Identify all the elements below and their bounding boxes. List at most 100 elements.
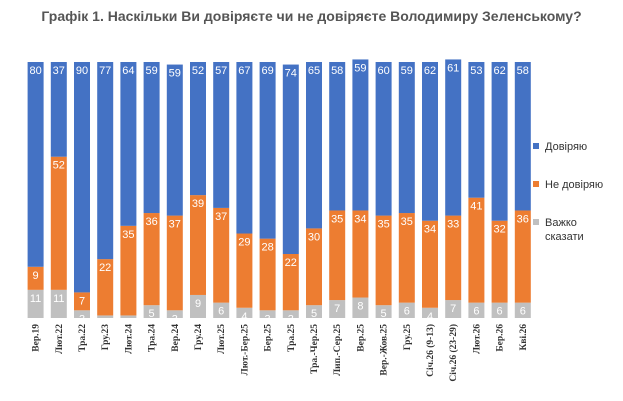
category-label: Лют.-Бер.25: [240, 324, 250, 376]
bar-segment: [329, 62, 346, 211]
data-label: 22: [99, 262, 111, 274]
data-label: 52: [53, 160, 65, 172]
bar-segment: [329, 210, 346, 301]
data-label: 3: [288, 313, 294, 325]
category-label: Вер.19: [32, 324, 42, 352]
bar-segment: [120, 315, 137, 318]
bar-segment: [213, 62, 230, 208]
data-label: 8: [357, 301, 363, 313]
bar-segment: [236, 233, 253, 308]
data-label: 36: [145, 216, 157, 228]
category-label: Лип.-Сер.25: [333, 324, 343, 376]
bar-segment: [375, 215, 392, 306]
data-label: 5: [311, 308, 317, 320]
data-label: 7: [334, 303, 340, 315]
data-label: 5: [149, 308, 155, 320]
bar-segment: [213, 207, 230, 303]
bar-segment: [190, 195, 206, 295]
category-label: Бер.26: [496, 324, 506, 352]
bar-segment: [375, 62, 392, 216]
data-label: 33: [447, 219, 459, 231]
bar-segment: [50, 62, 67, 157]
bar-segment: [27, 62, 44, 267]
data-label: 1: [125, 318, 131, 330]
data-label: 53: [470, 65, 482, 77]
data-label: 34: [354, 213, 366, 225]
legend-swatch: [533, 219, 539, 225]
category-label: Вер.24: [171, 324, 181, 352]
bar-segment: [445, 215, 462, 301]
category-label: Гру.25: [403, 324, 413, 351]
bar-segment: [445, 59, 462, 216]
bar-segment: [74, 292, 90, 311]
bar-segment: [514, 210, 531, 303]
bar-segment: [514, 62, 531, 211]
bar-segment: [50, 156, 67, 290]
data-label: 4: [241, 311, 247, 323]
bar-segment: [329, 300, 346, 318]
bar-segment: [27, 266, 44, 290]
category-label: Лют.24: [124, 324, 134, 354]
data-label: 3: [79, 313, 85, 325]
data-label: 3: [265, 313, 271, 325]
bar-segment: [422, 62, 438, 221]
data-label: 5: [381, 308, 387, 320]
bar-segment: [306, 305, 322, 318]
bar-segment: [468, 302, 485, 318]
data-label: 22: [285, 257, 297, 269]
bar-segment: [143, 305, 160, 318]
category-label: Тра.24: [148, 324, 158, 352]
bar-segment: [166, 64, 183, 216]
legend-label: Важко сказати: [545, 217, 584, 243]
category-label: Тра.-Чер.25: [310, 324, 320, 374]
bar-segment: [74, 62, 90, 293]
data-label: 61: [447, 62, 459, 74]
data-label: 37: [53, 65, 65, 77]
data-label: 35: [377, 219, 389, 231]
bar-segment: [236, 307, 253, 318]
data-label: 37: [215, 211, 227, 223]
bar-segment: [491, 302, 508, 318]
data-label: 6: [473, 306, 479, 318]
bar-segment: [97, 315, 114, 318]
category-label: Вер.25: [356, 324, 366, 352]
bar-segment: [491, 62, 508, 221]
data-label: 3: [172, 313, 178, 325]
category-label: Кві.26: [518, 324, 529, 351]
data-label: 7: [450, 303, 456, 315]
data-label: 64: [122, 65, 134, 77]
data-label: 6: [218, 306, 224, 318]
bar-segment: [166, 310, 183, 318]
bar-segment: [282, 64, 299, 254]
bar-segment: [120, 225, 137, 316]
bar-segment: [306, 228, 322, 306]
bar-segment: [375, 305, 392, 318]
bar-segment: [352, 297, 369, 318]
bar-segment: [514, 302, 531, 318]
data-label: 34: [424, 224, 436, 236]
bar-segment: [97, 259, 114, 316]
data-label: 6: [404, 306, 410, 318]
category-label: Тра.25: [287, 324, 297, 352]
data-label: 7: [79, 295, 85, 307]
data-label: 6: [497, 306, 503, 318]
bar-segment: [398, 62, 415, 214]
bar-segment: [422, 307, 438, 318]
category-label: Січ.26 (23-29): [448, 324, 459, 382]
data-label: 32: [493, 224, 505, 236]
data-label: 1: [102, 318, 108, 330]
data-label: 36: [517, 213, 529, 225]
bar-segment: [282, 310, 299, 318]
data-label: 35: [331, 213, 343, 225]
category-label: Лют.22: [55, 324, 65, 354]
data-label: 60: [377, 65, 389, 77]
bar-segment: [352, 59, 369, 211]
bar-segment: [120, 62, 137, 226]
data-label: 59: [169, 68, 181, 80]
data-label: 58: [331, 65, 343, 77]
bar-segment: [50, 289, 67, 318]
bar-segment: [190, 62, 206, 196]
category-label: Лют.26: [472, 324, 482, 354]
data-label: 28: [261, 242, 273, 254]
